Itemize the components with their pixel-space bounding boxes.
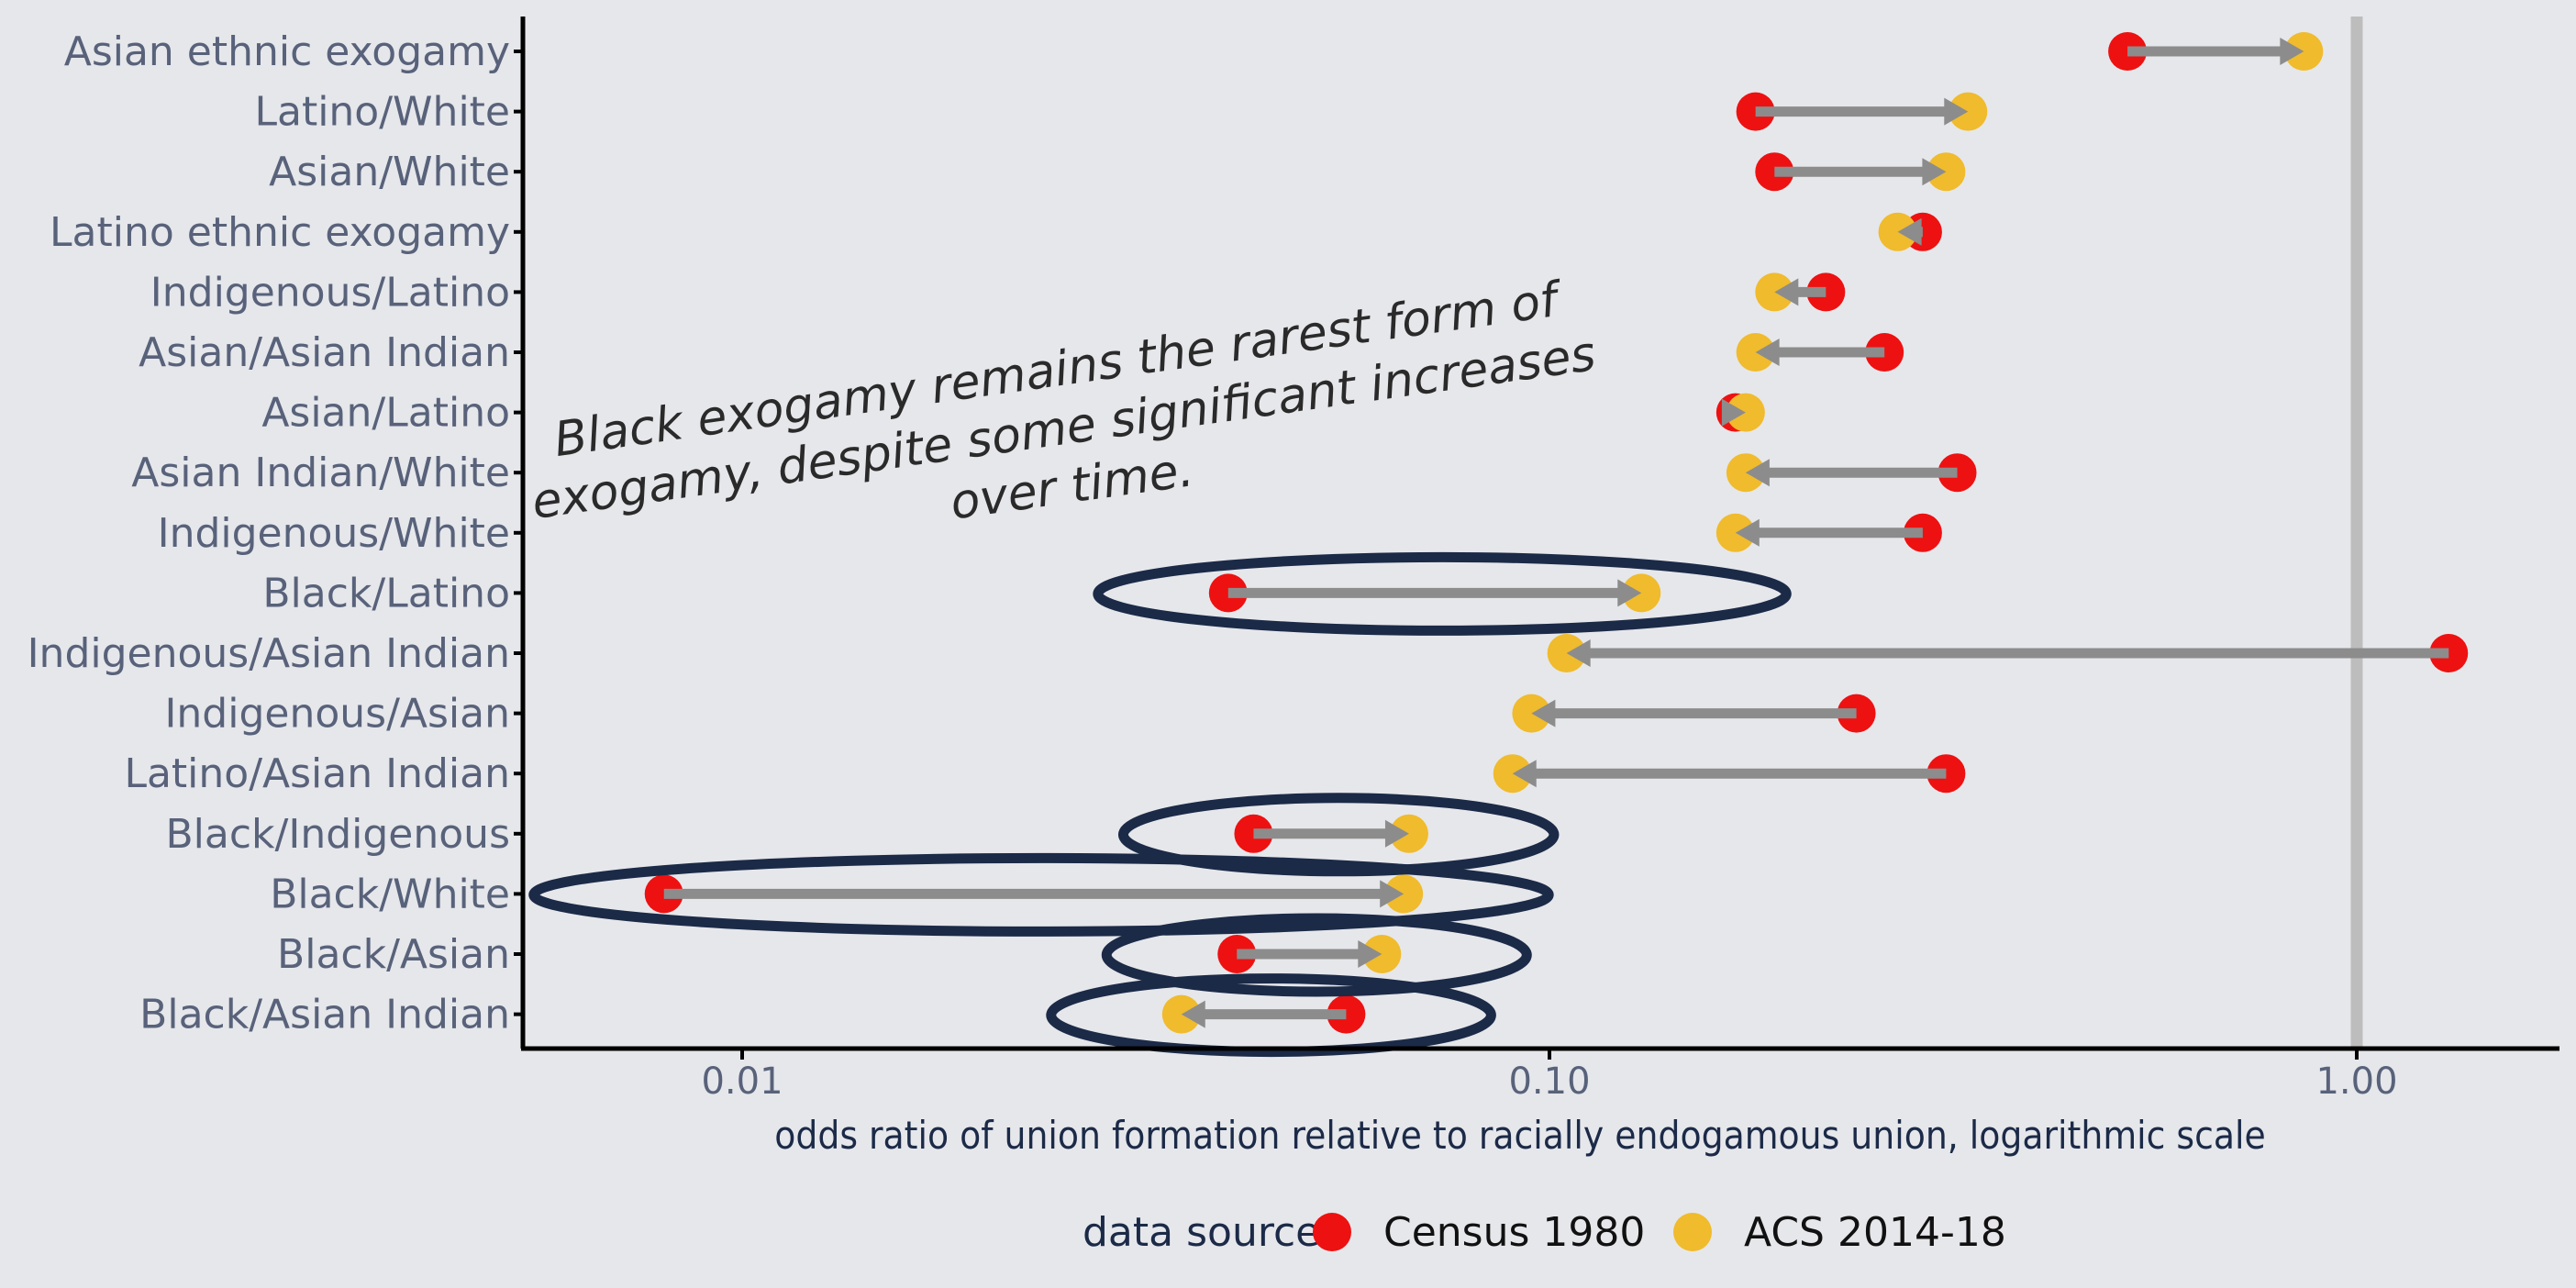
change-arrow-head [1617, 579, 1642, 607]
change-arrow-head [1358, 940, 1382, 968]
change-arrow-head [1774, 278, 1799, 306]
legend-marker [1313, 1213, 1351, 1251]
y-tick-label: Asian/White [269, 149, 510, 195]
y-tick-label: Asian/Asian Indian [139, 329, 510, 376]
legend-marker [1673, 1213, 1712, 1251]
legend: data source Census 1980 ACS 2014-18 [1083, 1209, 2006, 1256]
y-tick-label: Latino ethnic exogamy [50, 209, 510, 256]
change-arrow-head [1531, 699, 1556, 727]
arrows-group [663, 38, 2449, 1028]
change-arrow-head [1566, 639, 1591, 667]
x-tick-label: 0.10 [1508, 1060, 1590, 1103]
change-arrow-head [1380, 880, 1405, 908]
y-tick-label: Indigenous/Asian Indian [28, 630, 510, 677]
x-tick-label: 1.00 [2315, 1060, 2397, 1103]
change-arrow-head [1897, 217, 1922, 246]
change-arrow-head [1944, 97, 1969, 126]
change-arrow-head [1181, 1000, 1205, 1028]
y-tick-label: Asian ethnic exogamy [64, 28, 510, 75]
x-axis-ticks: 0.01 0.10 1.00 [701, 1049, 2398, 1103]
change-arrow-head [1384, 819, 1409, 848]
y-tick-label: Indigenous/Latino [150, 269, 510, 316]
change-arrow-head [1745, 459, 1770, 487]
highlight-ellipse [1101, 913, 1532, 997]
y-tick-label: Black/White [270, 871, 510, 917]
change-arrow-head [1755, 339, 1780, 366]
y-tick-label: Black/Asian [277, 931, 510, 978]
x-tick-label: 0.01 [701, 1060, 783, 1103]
change-arrow-head [2280, 38, 2304, 65]
y-tick-label: Indigenous/Asian [164, 691, 510, 738]
legend-title: data source [1083, 1209, 1320, 1256]
y-tick-label: Latino/White [254, 89, 510, 136]
y-tick-label: Black/Latino [262, 570, 510, 616]
y-tick-label: Latino/Asian Indian [124, 750, 510, 797]
highlight-ellipse [1093, 551, 1792, 636]
point-acs-2014-18 [1878, 212, 1917, 251]
highlight-ellipses-group [528, 551, 1792, 1058]
y-axis-labels: Asian ethnic exogamy Latino/White Asian/Wh… [28, 28, 523, 1038]
y-tick-label: Black/Indigenous [165, 811, 510, 858]
legend-label: ACS 2014-18 [1744, 1209, 2006, 1256]
y-tick-label: Asian Indian/White [131, 450, 510, 496]
change-arrow-head [1922, 158, 1947, 186]
y-tick-label: Asian/Latino [261, 390, 510, 437]
point-acs-2014-18 [1949, 92, 1988, 131]
legend-label: Census 1980 [1383, 1209, 1645, 1256]
highlight-ellipse [528, 852, 1554, 937]
highlight-ellipse [1117, 793, 1560, 877]
change-arrow-head [1721, 398, 1746, 427]
change-arrow-head [1512, 760, 1537, 788]
highlight-ellipse [1046, 973, 1496, 1058]
y-tick-label: Indigenous/White [158, 510, 510, 557]
x-axis-title: odds ratio of union formation relative t… [774, 1113, 2266, 1158]
y-tick-label: Black/Asian Indian [139, 992, 510, 1038]
change-arrow-head [1735, 518, 1760, 547]
